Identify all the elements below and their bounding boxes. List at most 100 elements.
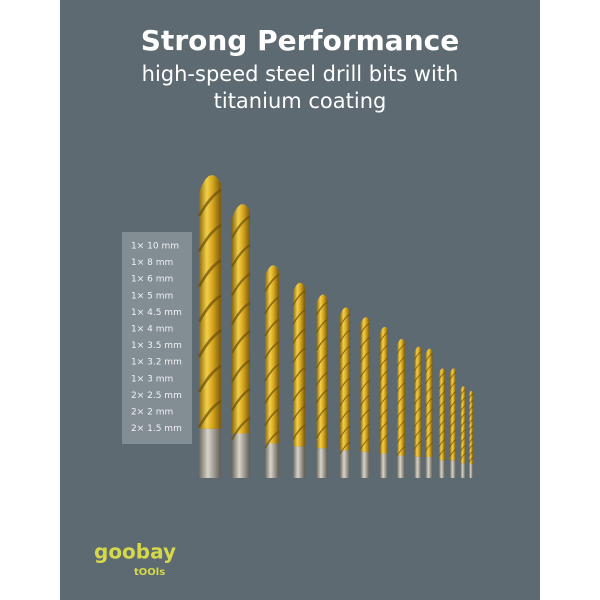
bit-flute	[425, 348, 433, 458]
bit-spiral	[438, 381, 446, 390]
bit-spiral	[414, 429, 422, 439]
bit-spiral	[438, 371, 446, 380]
subtitle: titanium coating	[214, 89, 387, 113]
bit-spiral	[315, 354, 328, 369]
size-list: 1× 10 mm 1× 8 mm 1× 6 mm 1× 5 mm 1× 4.5 mm 1×…	[131, 242, 182, 435]
size-label: 1× 3.2 mm	[131, 358, 182, 368]
bit-spiral	[396, 446, 406, 457]
size-label: 1× 4.5 mm	[131, 308, 182, 318]
bit-spiral	[396, 433, 406, 444]
bit-spiral	[360, 322, 370, 335]
bit-spiral	[468, 412, 474, 418]
bit-spiral	[449, 410, 457, 419]
bit-spiral	[425, 420, 433, 430]
bit-spiral	[360, 423, 370, 435]
bit-spiral	[292, 405, 306, 421]
bit-spiral	[379, 357, 389, 368]
bit-spiral	[460, 413, 466, 420]
bit-spiral	[468, 425, 474, 431]
bit-spiral	[425, 442, 433, 452]
bit-flute	[439, 368, 445, 461]
bit-spiral	[396, 356, 406, 367]
bit-spiral	[425, 364, 433, 374]
bit-spiral	[264, 430, 280, 449]
bit-spiral	[315, 424, 328, 439]
bit-spiral	[425, 397, 433, 407]
subtitle: high-speed steel drill bits with	[142, 62, 459, 86]
bit-spiral	[292, 290, 306, 306]
bit-shank	[199, 428, 221, 478]
bit-spiral	[425, 408, 433, 418]
bit-spiral	[339, 409, 351, 423]
bit-spiral	[315, 336, 328, 351]
bit-spiral	[414, 418, 422, 428]
bit-spiral	[396, 420, 406, 431]
bit-spiral	[396, 343, 406, 355]
bit-spiral	[292, 366, 306, 383]
bit-shank	[414, 456, 422, 478]
bit-spiral	[197, 364, 222, 393]
bit-shank	[293, 446, 305, 478]
bit-spiral	[360, 365, 370, 378]
bit-spiral	[460, 445, 466, 452]
bit-spiral	[292, 347, 306, 364]
bit-spiral	[438, 419, 446, 428]
bit-shank	[316, 448, 328, 478]
bit-spiral	[315, 318, 328, 334]
bit-spiral	[449, 391, 457, 400]
bit-spiral	[449, 400, 457, 409]
bit-spiral	[339, 329, 351, 343]
bit-shank	[232, 433, 250, 478]
bit-spiral	[460, 437, 466, 444]
bit-spiral	[292, 386, 306, 402]
title: Strong Performance	[141, 24, 459, 57]
bit-spiral	[360, 409, 370, 421]
bit-spiral	[197, 223, 222, 253]
bit-spiral	[197, 259, 222, 288]
bit-spiral	[379, 421, 389, 432]
bit-spiral	[460, 429, 466, 436]
bit-spiral	[414, 384, 422, 394]
bit-spiral	[468, 437, 474, 444]
bit-spiral	[379, 331, 389, 343]
bit-spiral	[425, 375, 433, 385]
bit-shank	[265, 443, 279, 478]
bit-spiral	[396, 407, 406, 419]
bit-spiral	[231, 272, 251, 296]
bit-spiral	[264, 273, 280, 292]
bit-shank	[397, 455, 405, 478]
bit-shank	[425, 457, 433, 478]
bit-spiral	[414, 362, 422, 372]
bit-spiral	[449, 448, 457, 457]
logo: goobay tOOls	[94, 540, 176, 579]
bit-shank	[380, 453, 388, 478]
bit-spiral	[379, 370, 389, 381]
bit-shank	[460, 463, 466, 478]
bit-flute	[380, 326, 388, 454]
size-label: 1× 10 mm	[131, 242, 179, 252]
bit-flute	[450, 368, 456, 461]
size-label: 1× 6 mm	[131, 275, 173, 285]
bit-shank	[469, 463, 473, 478]
bit-spiral	[414, 350, 422, 360]
bit-spiral	[414, 373, 422, 383]
bit-spiral	[197, 294, 222, 323]
bit-spiral	[438, 429, 446, 438]
size-label: 1× 3 mm	[131, 374, 173, 384]
bit-spiral	[315, 301, 328, 316]
bit-spiral	[449, 429, 457, 438]
size-label: 2× 2 mm	[131, 408, 173, 418]
bit-spiral	[360, 394, 370, 407]
bit-spiral	[264, 296, 280, 315]
bit-spiral	[197, 329, 222, 358]
bit-spiral	[468, 450, 474, 457]
bit-spiral	[425, 352, 433, 362]
brand-sub: tOOls	[134, 567, 165, 578]
bit-spiral	[396, 394, 406, 406]
bit-spiral	[339, 313, 351, 327]
bit-spiral	[264, 385, 280, 404]
bit-spiral	[197, 188, 222, 217]
bit-spiral	[231, 244, 251, 268]
